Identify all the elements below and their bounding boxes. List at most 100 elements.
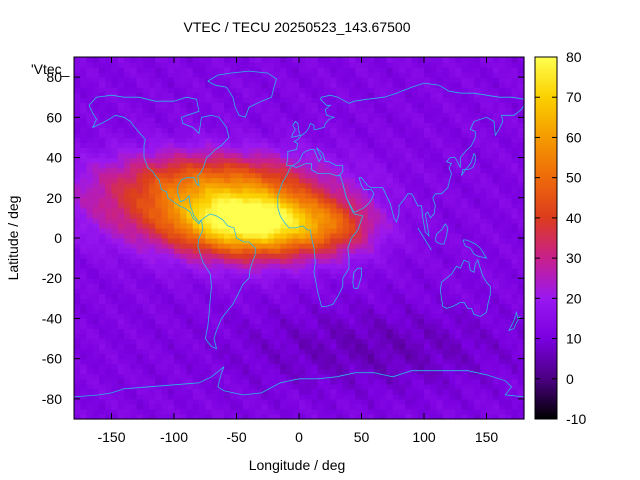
heatmap-cell [492,298,500,304]
heatmap-cell [330,278,338,284]
heatmap-cell [399,298,406,304]
heatmap-cell [224,293,231,299]
heatmap-cell [255,248,263,254]
heatmap-cell [242,373,250,380]
heatmap-cell [424,72,431,78]
heatmap-cell [117,227,125,234]
heatmap-cell [211,67,219,73]
heatmap-cell [180,278,188,284]
heatmap-cell [480,112,488,118]
heatmap-cell [224,77,231,83]
heatmap-cell [374,243,381,249]
heatmap-cell [392,127,400,134]
heatmap-cell [499,393,506,400]
heatmap-cell [236,258,244,264]
heatmap-cell [86,333,94,340]
heatmap-cell [186,87,194,93]
heatmap-cell [374,202,381,209]
heatmap-cell [492,92,500,98]
heatmap-cell [174,273,181,279]
heatmap-cell [442,403,450,410]
heatmap-cell [374,408,381,415]
heatmap-cell [417,112,425,118]
heatmap-cell [374,167,381,174]
heatmap-cell [242,258,250,264]
heatmap-cell [355,152,363,159]
heatmap-cell [417,227,425,234]
heatmap-cell [449,127,456,134]
heatmap-cell [399,207,406,214]
heatmap-cell [392,77,400,83]
heatmap-cell [336,368,344,375]
heatmap-cell [499,122,506,128]
heatmap-cell [336,263,344,269]
heatmap-cell [411,72,419,78]
heatmap-cell [336,328,344,335]
heatmap-cell [286,222,294,229]
heatmap-cell [130,278,138,284]
heatmap-cell [149,217,156,224]
heatmap-cell [311,67,319,73]
heatmap-cell [99,117,106,123]
heatmap-cell [336,67,344,73]
heatmap-cell [267,303,275,309]
heatmap-cell [380,328,388,335]
heatmap-cell [474,293,481,299]
heatmap-cell [255,227,263,234]
heatmap-cell [224,408,231,415]
heatmap-cell [124,388,131,395]
heatmap-cell [455,368,463,375]
heatmap-cell [142,268,150,274]
heatmap-cell [305,328,313,335]
heatmap-cell [324,308,331,315]
heatmap-cell [342,413,350,420]
heatmap-cell [192,328,200,335]
heatmap-cell [99,112,106,118]
heatmap-cell [255,393,263,400]
heatmap-cell [117,373,125,380]
heatmap-cell [367,77,375,83]
heatmap-cell [436,373,444,380]
heatmap-cell [380,157,388,164]
heatmap-cell [336,192,344,199]
heatmap-cell [217,222,225,229]
heatmap-cell [211,408,219,415]
heatmap-cell [299,132,306,139]
heatmap-cell [217,77,225,83]
heatmap-cell [149,358,156,365]
heatmap-cell [374,348,381,355]
heatmap-cell [317,202,325,209]
heatmap-cell [299,102,306,108]
heatmap-cell [149,137,156,144]
heatmap-cell [217,378,225,385]
heatmap-cell [405,127,413,134]
heatmap-cell [417,408,425,415]
heatmap-cell [155,92,163,98]
heatmap-cell [311,323,319,330]
heatmap-cell [474,192,481,199]
heatmap-cell [199,187,206,194]
heatmap-cell [317,57,325,63]
heatmap-cell [392,293,400,299]
heatmap-cell [130,333,138,340]
heatmap-cell [124,403,131,410]
heatmap-cell [86,263,94,269]
heatmap-cell [192,87,200,93]
heatmap-cell [367,182,375,189]
heatmap-cell [149,147,156,154]
heatmap-cell [274,403,281,410]
heatmap-cell [99,57,106,63]
heatmap-cell [424,263,431,269]
heatmap-cell [92,298,100,304]
heatmap-cell [142,137,150,144]
heatmap-cell [380,177,388,184]
heatmap-cell [461,398,469,405]
heatmap-cell [367,293,375,299]
heatmap-cell [280,92,288,98]
heatmap-cell [130,222,138,229]
heatmap-cell [492,348,500,355]
heatmap-cell [117,358,125,365]
heatmap-cell [155,192,163,199]
heatmap-cell [386,182,394,189]
heatmap-cell [299,107,306,113]
